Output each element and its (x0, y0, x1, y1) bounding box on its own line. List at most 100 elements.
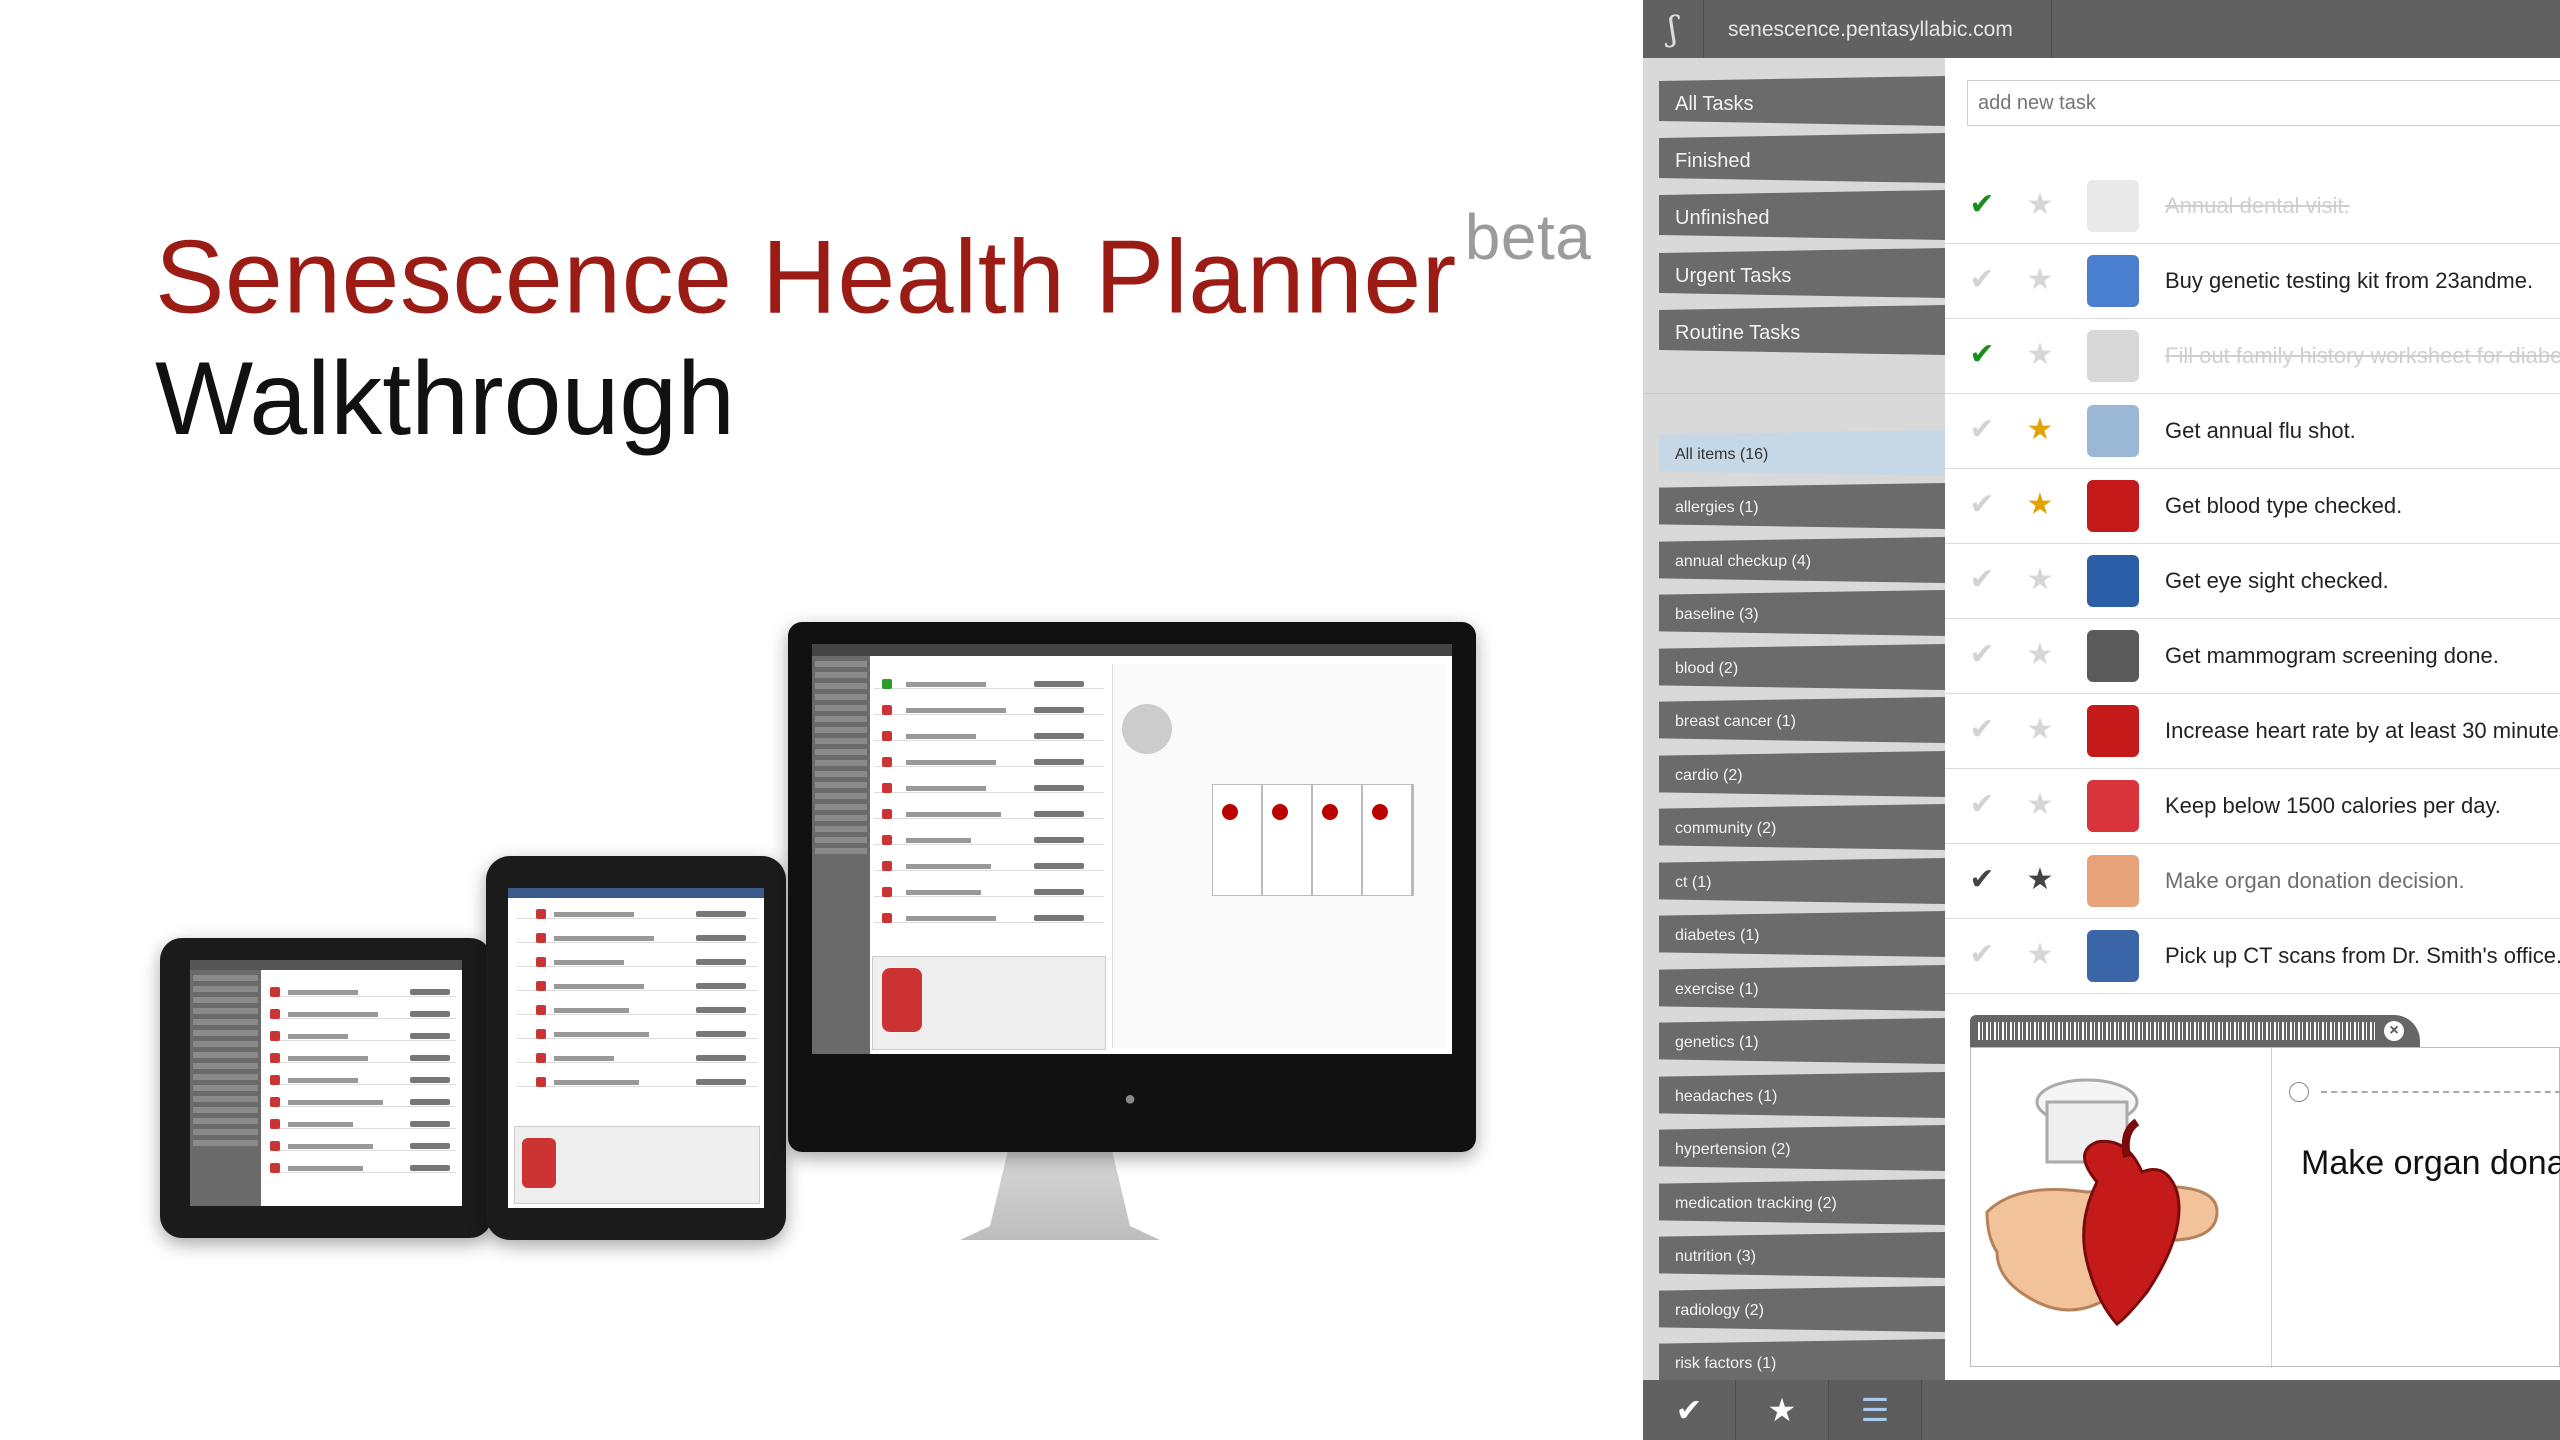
complete-checkbox-icon[interactable]: ✔ (1969, 188, 1995, 221)
detail-title: Make organ donation decision. (2301, 1144, 2560, 1182)
detail-body: Make organ donation decision. (1970, 1047, 2560, 1368)
task-row[interactable]: ✔ ★ Get mammogram screening done. (1945, 618, 2560, 694)
task-row[interactable]: ✔ ★ Increase heart rate by at least 30 min… (1945, 693, 2560, 769)
slide-subtitle: Walkthrough (155, 341, 735, 457)
complete-checkbox-icon[interactable]: ✔ (1969, 563, 1995, 596)
star-icon[interactable]: ★ (2026, 638, 2054, 671)
tag-community[interactable]: community (2) (1659, 804, 1945, 850)
tag-allergies[interactable]: allergies (1) (1659, 483, 1945, 529)
complete-checkbox-icon[interactable]: ✔ (1969, 263, 1995, 296)
tag-genetics[interactable]: genetics (1) (1659, 1018, 1945, 1064)
complete-checkbox-icon[interactable]: ✔ (1969, 863, 1995, 896)
task-text[interactable]: Increase heart rate by at least 30 minut… (2165, 718, 2560, 743)
nav-finished[interactable]: Finished (1659, 133, 1945, 183)
star-icon[interactable]: ★ (2026, 188, 2054, 221)
tag-cardio[interactable]: cardio (2) (1659, 751, 1945, 797)
nav-all-tasks[interactable]: All Tasks (1659, 76, 1945, 126)
xray-icon (2087, 630, 2139, 682)
apple-logo-icon: ● (1124, 1088, 1137, 1110)
drink-icon (2087, 780, 2139, 832)
teeth-icon (2087, 180, 2139, 232)
complete-checkbox-icon[interactable]: ✔ (1969, 338, 1995, 371)
task-text[interactable]: Annual dental visit. (2165, 193, 2350, 218)
app-logo-icon[interactable]: ʃ (1643, 0, 1704, 58)
task-row[interactable]: ✔ ★ Keep below 1500 calories per day. (1945, 768, 2560, 844)
checkmark-icon[interactable]: ✔ (1643, 1380, 1736, 1440)
star-icon[interactable]: ★ (2026, 263, 2054, 296)
task-detail-panel: × Make organ donation decision. (1970, 1015, 2560, 1368)
dna-icon (2087, 255, 2139, 307)
tag-headaches[interactable]: headaches (1) (1659, 1072, 1945, 1118)
task-text[interactable]: Get mammogram screening done. (2165, 643, 2499, 668)
tag-annual-checkup[interactable]: annual checkup (4) (1659, 537, 1945, 583)
star-icon[interactable]: ★ (2026, 713, 2054, 746)
task-text[interactable]: Get annual flu shot. (2165, 418, 2356, 443)
task-text[interactable]: Buy genetic testing kit from 23andme. (2165, 268, 2534, 293)
tag-medication-tracking[interactable]: medication tracking (2) (1659, 1179, 1945, 1225)
detail-tab: × (1970, 1015, 2420, 1047)
task-text[interactable]: Fill out family history worksheet for di… (2165, 343, 2560, 368)
star-icon[interactable]: ★ (2026, 563, 2054, 596)
detail-divider (2271, 1048, 2272, 1368)
tag-exercise[interactable]: exercise (1) (1659, 965, 1945, 1011)
task-row[interactable]: ✔ ★ Fill out family history worksheet for … (1945, 318, 2560, 394)
star-icon[interactable]: ★ (2026, 938, 2054, 971)
task-row[interactable]: ✔ ★ Buy genetic testing kit from 23andme. (1945, 243, 2560, 319)
tag-risk-factors[interactable]: risk factors (1) (1659, 1339, 1945, 1385)
task-text[interactable]: Keep below 1500 calories per day. (2165, 793, 2501, 818)
nav-unfinished[interactable]: Unfinished (1659, 190, 1945, 240)
task-text[interactable]: Get eye sight checked. (2165, 568, 2389, 593)
list-icon[interactable]: ☰ (1829, 1380, 1922, 1440)
star-icon[interactable]: ★ (2026, 788, 2054, 821)
globe-icon[interactable] (2289, 1082, 2309, 1102)
beta-badge: beta (1464, 201, 1592, 273)
bottom-toolbar: ✔ ★ ☰ (1643, 1380, 2560, 1440)
tag-breast-cancer[interactable]: breast cancer (1) (1659, 697, 1945, 743)
close-icon[interactable]: × (2384, 1021, 2404, 1041)
tag-blood[interactable]: blood (2) (1659, 644, 1945, 690)
star-icon[interactable]: ★ (2026, 338, 2054, 371)
top-bar: ʃ senescence.pentasyllabic.com (1643, 0, 2560, 58)
task-row[interactable]: ✔ ★ Get blood type checked. (1945, 468, 2560, 544)
task-row[interactable]: ✔ ★ Annual dental visit. (1945, 168, 2560, 244)
star-icon[interactable]: ★ (2026, 863, 2054, 896)
barcode-icon (1978, 1022, 2378, 1040)
slide-left: Senescence Health Planner beta Walkthroug… (155, 201, 1592, 1240)
tag-ct[interactable]: ct (1) (1659, 858, 1945, 904)
sidebar: All Tasks Finished Unfinished Urgent Tas… (1643, 58, 1945, 1385)
star-icon[interactable]: ★ (2026, 488, 2054, 521)
task-text[interactable]: Make organ donation decision. (2165, 868, 2465, 893)
tag-hypertension[interactable]: hypertension (2) (1659, 1125, 1945, 1171)
task-row[interactable]: ✔ ★ Get eye sight checked. (1945, 543, 2560, 619)
clipboard-icon (2087, 330, 2139, 382)
heart-icon (2087, 705, 2139, 757)
complete-checkbox-icon[interactable]: ✔ (1969, 488, 1995, 521)
task-row[interactable]: ✔ ★ Pick up CT scans from Dr. Smith's offi… (1945, 918, 2560, 994)
complete-checkbox-icon[interactable]: ✔ (1969, 638, 1995, 671)
complete-checkbox-icon[interactable]: ✔ (1969, 713, 1995, 746)
complete-checkbox-icon[interactable]: ✔ (1969, 413, 1995, 446)
add-task-input[interactable] (1967, 80, 2560, 126)
ct-scan-icon (2087, 930, 2139, 982)
ipad-landscape-image (160, 938, 492, 1238)
star-icon[interactable]: ★ (2026, 413, 2054, 446)
organ-donation-image (1985, 1078, 2219, 1326)
task-row[interactable]: ✔ ★ Get annual flu shot. (1945, 393, 2560, 469)
tag-nutrition[interactable]: nutrition (3) (1659, 1232, 1945, 1278)
tag-diabetes[interactable]: diabetes (1) (1659, 911, 1945, 957)
tag-baseline[interactable]: baseline (3) (1659, 590, 1945, 636)
star-icon[interactable]: ★ (1736, 1380, 1829, 1440)
task-row[interactable]: ✔ ★ Make organ donation decision. (1945, 843, 2560, 919)
url-tab[interactable]: senescence.pentasyllabic.com (1704, 0, 2052, 58)
tag-all-items[interactable]: All items (16) (1659, 430, 1945, 476)
complete-checkbox-icon[interactable]: ✔ (1969, 788, 1995, 821)
monitor-image: ● (788, 622, 1476, 1152)
nav-urgent-tasks[interactable]: Urgent Tasks (1659, 248, 1945, 298)
nav-routine-tasks[interactable]: Routine Tasks (1659, 305, 1945, 355)
tag-radiology[interactable]: radiology (2) (1659, 1286, 1945, 1332)
complete-checkbox-icon[interactable]: ✔ (1969, 938, 1995, 971)
task-text[interactable]: Get blood type checked. (2165, 493, 2403, 518)
title-text: Senescence Health Planner (155, 219, 1457, 336)
ipad-portrait-image (486, 856, 786, 1240)
task-text[interactable]: Pick up CT scans from Dr. Smith's office… (2165, 943, 2560, 968)
